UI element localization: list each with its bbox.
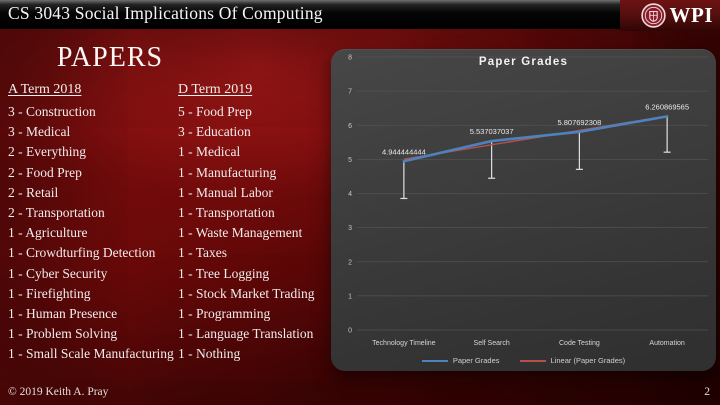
x-axis-label: Code Testing <box>559 340 600 347</box>
legend-swatch <box>519 359 546 362</box>
list-item: 2 - Everything <box>8 144 86 160</box>
legend-item: Paper Grades <box>421 356 500 365</box>
x-axis-label: Self Search <box>474 340 510 347</box>
x-axis-label: Automation <box>649 340 685 347</box>
list-item: 5 - Food Prep <box>178 104 252 119</box>
slide-number: 2 <box>704 386 710 398</box>
x-axis-label: Technology Timeline <box>372 340 436 347</box>
chart-plot-area: 0 1 2 3 4 5 6 7 8 Technology Timeline Self Search C… <box>348 55 708 347</box>
list-item: 1 - Cyber Security <box>8 265 108 281</box>
list-item: 1 - Human Presence <box>8 306 118 322</box>
y-axis-label: 6 <box>348 123 352 130</box>
list-item: 1 - Small Scale Manufacturing <box>8 346 174 362</box>
list-item: 3 - Education <box>178 124 251 140</box>
list-item: 1 - Tree Logging <box>178 265 270 281</box>
list-item: 1 - Waste Management <box>178 225 303 241</box>
list-item: 1 - Manual Labor <box>178 184 273 200</box>
legend-swatch <box>421 359 448 362</box>
d-term-list: 5 - Food Prep 3 - Education 1 - Medical 1 -… <box>178 102 315 365</box>
data-label: 5.807692308 <box>557 118 601 127</box>
d-term-header: D Term 2019 <box>178 82 253 97</box>
wpi-logo: WPI <box>620 0 720 31</box>
legend-label: Paper Grades <box>452 356 500 365</box>
a-term-column: A Term 2018 3 - Construction 3 - Medical 2… <box>8 82 174 365</box>
y-axis-label: 4 <box>348 191 352 198</box>
list-item: 1 - Programming <box>178 306 271 322</box>
y-axis-label: 8 <box>348 55 352 62</box>
list-item: 2 - Food Prep <box>8 164 82 180</box>
list-item: 1 - Manufacturing <box>178 164 277 180</box>
list-item: 1 - Language Translation <box>178 326 314 342</box>
series-line-paper-grades <box>402 115 669 163</box>
wpi-seal-icon <box>640 3 666 28</box>
data-label: 4.944444444 <box>382 147 426 156</box>
d-term-column: D Term 2019 5 - Food Prep 3 - Education 1 … <box>178 82 315 365</box>
y-axis-label: 1 <box>348 293 352 300</box>
list-item: 1 - Nothing <box>178 346 241 362</box>
y-axis-label: 5 <box>348 157 352 164</box>
list-item: 1 - Transportation <box>178 205 275 221</box>
list-item: 3 - Construction <box>8 104 96 119</box>
a-term-header: A Term 2018 <box>8 82 82 97</box>
page-title: PAPERS <box>56 42 164 73</box>
copyright: © 2019 Keith A. Pray <box>8 386 109 398</box>
list-item: 2 - Transportation <box>8 205 105 221</box>
list-item: 1 - Firefighting <box>8 285 91 301</box>
list-item: 1 - Crowdturfing Detection <box>8 245 156 261</box>
paper-grades-chart: 0 1 2 3 4 5 6 7 8 Technology Timeline Self Search C… <box>331 49 716 371</box>
data-label: 6.260869565 <box>645 102 689 111</box>
y-axis-label: 2 <box>348 259 352 266</box>
list-item: 1 - Problem Solving <box>8 326 118 342</box>
list-item: 1 - Agriculture <box>8 225 88 241</box>
title-bar: CS 3043 Social Implications Of Computing… <box>0 0 720 31</box>
list-item: 1 - Taxes <box>178 245 228 261</box>
chart-legend: Paper Grades Linear (Paper Grades) <box>331 356 716 365</box>
chart-title: Paper Grades <box>478 56 569 68</box>
list-item: 1 - Stock Market Trading <box>178 285 315 301</box>
slide-title: CS 3043 Social Implications Of Computing <box>8 3 323 23</box>
list-item: 3 - Medical <box>8 124 71 140</box>
y-axis-label: 7 <box>348 89 352 96</box>
wpi-wordmark: WPI <box>669 3 713 27</box>
a-term-list: 3 - Construction 3 - Medical 2 - Everythin… <box>8 102 174 365</box>
list-item: 1 - Medical <box>178 144 241 160</box>
data-label: 5.537037037 <box>470 127 514 136</box>
y-axis-label: 0 <box>348 328 352 335</box>
legend-item: Linear (Paper Grades) <box>519 356 626 365</box>
y-axis-label: 3 <box>348 225 352 232</box>
list-item: 2 - Retail <box>8 184 59 200</box>
legend-label: Linear (Paper Grades) <box>550 356 626 365</box>
